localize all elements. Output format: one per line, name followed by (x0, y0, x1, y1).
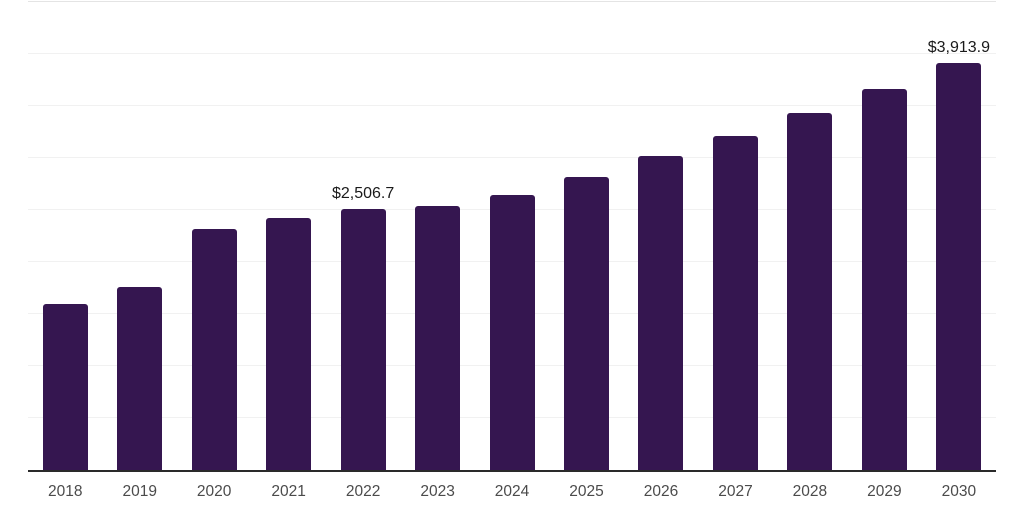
bar-2019 (117, 287, 163, 470)
value-label-2022: $2,506.7 (331, 185, 395, 203)
bar-slot-2022: $2,506.7 (326, 2, 400, 470)
x-tick-2022: 2022 (345, 483, 381, 500)
bar-slot-2029 (847, 2, 921, 470)
bar-2018 (42, 303, 88, 470)
bar-slot-2018 (28, 2, 102, 470)
x-tick-2019: 2019 (122, 483, 157, 500)
bar-2029 (861, 88, 907, 470)
gridline-4500 (28, 1, 996, 2)
x-tick-2025: 2025 (569, 483, 604, 500)
bar-2026 (638, 155, 684, 470)
gridline-3000 (28, 157, 996, 159)
bar-2023 (415, 206, 461, 470)
bar-slot-2026 (624, 2, 698, 470)
x-tick-2028: 2028 (792, 483, 828, 500)
x-tick-2018: 2018 (47, 483, 83, 500)
bar-slot-2028 (773, 2, 847, 470)
bar-slot-2025 (549, 2, 623, 470)
bar-slot-2024 (475, 2, 549, 470)
x-tick-2027: 2027 (718, 483, 753, 500)
bar-slot-2020 (177, 2, 251, 470)
bar-2028 (787, 112, 833, 470)
x-tick-2029: 2029 (867, 483, 902, 500)
bar-slot-2023 (400, 2, 474, 470)
bar-2024 (489, 194, 535, 470)
bar-2020 (191, 229, 237, 470)
plot-area: $2,506.7 $3,913.9 (28, 1, 996, 472)
bar-2022: $2,506.7 (332, 185, 394, 470)
bar-series: $2,506.7 $3,913.9 (28, 2, 996, 470)
bar-slot-2027 (698, 2, 772, 470)
bar-slot-2019 (102, 2, 176, 470)
bar-2027 (712, 136, 758, 470)
gridline-4000 (28, 53, 996, 54)
x-tick-2020: 2020 (196, 483, 232, 500)
bar-2025 (564, 176, 610, 470)
bar-2021 (266, 217, 312, 470)
x-tick-2021: 2021 (271, 483, 306, 500)
gridline-3500 (28, 105, 996, 106)
x-tick-2026: 2026 (643, 483, 679, 500)
value-label-2030: $3,913.9 (927, 38, 990, 56)
x-tick-2024: 2024 (494, 483, 530, 500)
bar-2030: $3,913.9 (928, 39, 990, 470)
bar-slot-2030: $3,913.9 (922, 2, 996, 470)
x-tick-2030: 2030 (941, 483, 977, 500)
x-tick-2023: 2023 (420, 483, 455, 500)
bar-slot-2021 (251, 2, 325, 470)
x-axis: 2018 2019 2020 2021 2022 2023 2024 2025 2026 2027… (28, 483, 996, 501)
